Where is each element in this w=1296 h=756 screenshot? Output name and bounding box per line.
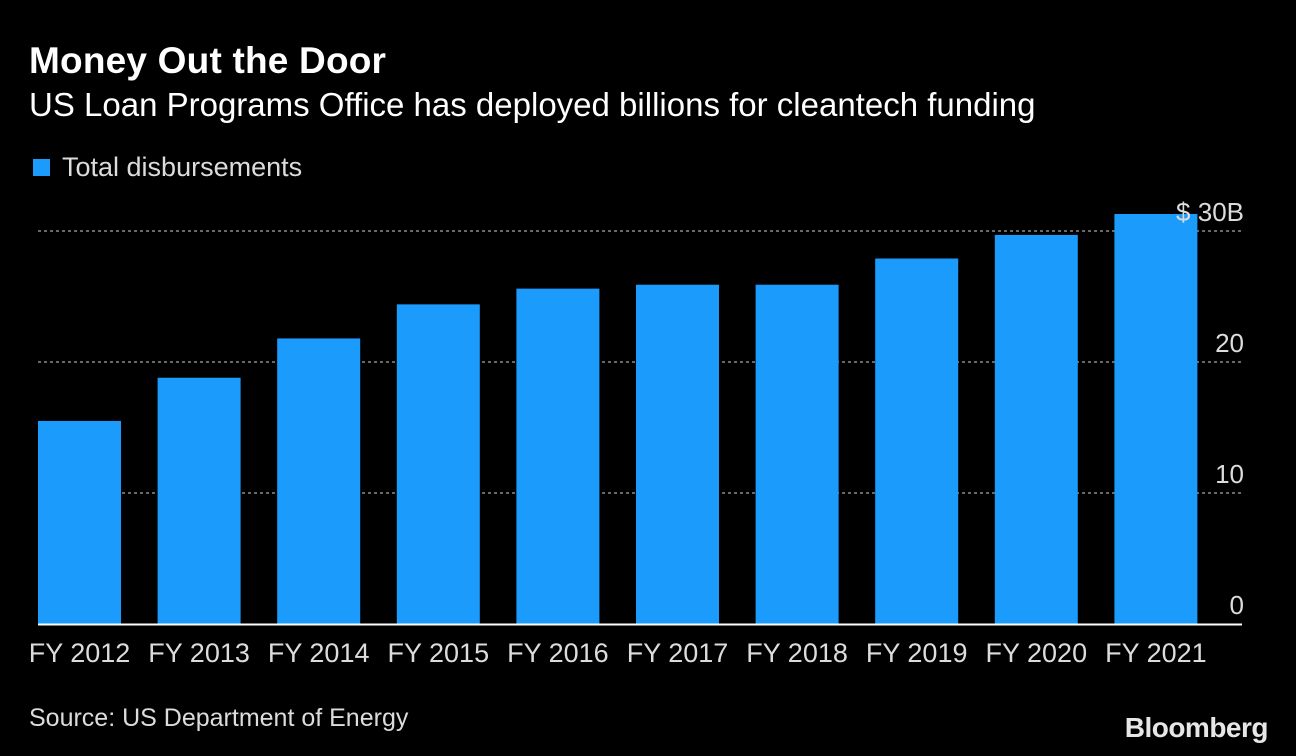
x-tick-label: FY 2019 bbox=[866, 638, 968, 668]
x-tick-label: FY 2020 bbox=[986, 638, 1088, 668]
bar bbox=[875, 258, 959, 624]
bar bbox=[396, 304, 480, 624]
chart-title: Money Out the Door bbox=[29, 40, 387, 81]
y-tick-label: 20 bbox=[1215, 328, 1244, 358]
bar bbox=[277, 338, 361, 624]
bar bbox=[516, 288, 600, 624]
y-tick-label: 0 bbox=[1230, 590, 1244, 620]
x-tick-label: FY 2014 bbox=[268, 638, 370, 668]
bar bbox=[994, 234, 1078, 624]
x-tick-label: FY 2013 bbox=[148, 638, 250, 668]
bar bbox=[1114, 213, 1198, 624]
y-tick-label: $ 30B bbox=[1176, 197, 1244, 227]
bar bbox=[636, 284, 719, 624]
bar bbox=[38, 420, 121, 624]
legend-swatch bbox=[33, 159, 50, 176]
bar bbox=[157, 377, 241, 624]
chart-subtitle: US Loan Programs Office has deployed bil… bbox=[29, 86, 1036, 123]
bloomberg-logo: Bloomberg bbox=[1124, 712, 1269, 743]
x-tick-label: FY 2016 bbox=[507, 638, 609, 668]
legend: Total disbursements bbox=[33, 152, 302, 183]
x-tick-label: FY 2018 bbox=[746, 638, 848, 668]
x-tick-label: FY 2021 bbox=[1105, 638, 1207, 668]
x-tick-label: FY 2015 bbox=[388, 638, 490, 668]
bar bbox=[755, 284, 839, 624]
source-note: Source: US Department of Energy bbox=[29, 704, 409, 732]
x-tick-label: FY 2012 bbox=[29, 638, 131, 668]
x-tick-label: FY 2017 bbox=[627, 638, 729, 668]
legend-label: Total disbursements bbox=[62, 152, 303, 182]
y-tick-label: 10 bbox=[1215, 459, 1244, 489]
